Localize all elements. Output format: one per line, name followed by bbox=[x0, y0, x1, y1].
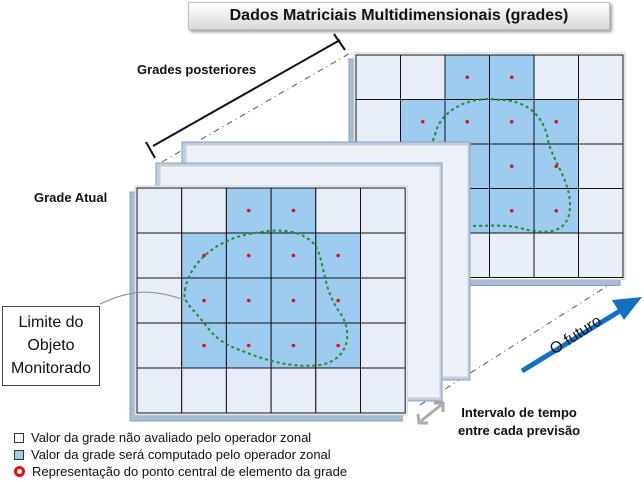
legend: Valor da grade não avaliado pelo operado… bbox=[14, 429, 347, 480]
grid-center-dot bbox=[202, 298, 206, 303]
grid-center-dot bbox=[554, 208, 559, 213]
diagram-title-text: Dados Matriciais Multidimensionais (grad… bbox=[229, 7, 569, 24]
grid-center-dot bbox=[509, 208, 514, 213]
current-grid-label: Grade Atual bbox=[34, 190, 108, 205]
grid-center-dot bbox=[291, 298, 296, 303]
monitored-object-boundary bbox=[183, 229, 349, 367]
future-arrow-icon bbox=[520, 297, 642, 374]
grid-center-dot bbox=[202, 343, 206, 348]
posterior-bracket bbox=[145, 33, 346, 159]
grid-center-dot bbox=[291, 208, 296, 213]
grid-cell-computed bbox=[225, 322, 272, 369]
grid-cell-empty bbox=[181, 187, 227, 234]
grid-cell-empty bbox=[578, 188, 624, 234]
interval-label-line-1: Intervalo de tempo bbox=[461, 405, 577, 420]
grid-cell-empty bbox=[360, 277, 406, 324]
grid-cell-empty bbox=[489, 232, 535, 278]
callout-line-1: Limite do bbox=[18, 314, 84, 331]
grid-cell-empty bbox=[578, 143, 624, 189]
grid-center-dot bbox=[420, 119, 425, 124]
grid-cell-empty bbox=[533, 54, 579, 100]
grid-cell-empty bbox=[578, 54, 624, 100]
grid-cell-empty bbox=[315, 187, 361, 234]
grid-cell-empty bbox=[136, 232, 183, 279]
grid-cell-empty bbox=[355, 54, 401, 100]
grid-cell-empty bbox=[136, 367, 183, 414]
empty-cell-swatch-icon bbox=[14, 432, 24, 443]
grid-center-dot bbox=[336, 253, 340, 258]
grid-cell-empty bbox=[270, 367, 317, 414]
monitored-object-callout: Limite do Objeto Monitorado bbox=[2, 306, 100, 386]
legend-item-text: Representação do ponto central de elemen… bbox=[32, 464, 348, 479]
grid-center-dot bbox=[509, 164, 514, 169]
grid-center-dot bbox=[291, 343, 296, 348]
grid-cell-empty bbox=[360, 322, 406, 369]
grid-cell-empty bbox=[400, 54, 446, 100]
grid-center-dot bbox=[246, 253, 251, 258]
grid-cell-empty bbox=[315, 367, 361, 414]
interval-label: Intervalo de tempo entre cada previsão bbox=[458, 404, 580, 440]
callout-line-3: Monitorado bbox=[10, 360, 92, 377]
legend-item: Valor da grade será computado pelo opera… bbox=[14, 446, 347, 463]
grid-center-dot bbox=[509, 119, 514, 124]
grid-cell-empty bbox=[533, 232, 579, 278]
grid-cell-empty bbox=[360, 367, 406, 414]
callout-leader-line bbox=[99, 291, 186, 305]
grid-cell-empty bbox=[355, 99, 401, 145]
grid-center-dot bbox=[291, 253, 296, 258]
interval-label-line-2: entre cada previsão bbox=[458, 423, 581, 438]
grid-center-dot bbox=[554, 119, 559, 124]
grid-center-dot bbox=[246, 298, 251, 303]
diagram-title: Dados Matriciais Multidimensionais (grad… bbox=[188, 2, 610, 30]
grid-cell-empty bbox=[578, 232, 624, 278]
grid-center-dot bbox=[509, 75, 514, 80]
legend-item-text: Valor da grade não avaliado pelo operado… bbox=[31, 430, 312, 445]
callout-line-2: Objeto bbox=[27, 337, 75, 354]
perspective-lines bbox=[161, 51, 621, 406]
grid-cell-empty bbox=[225, 367, 272, 414]
grid-cell-empty bbox=[136, 187, 183, 234]
interval-arrow-icon bbox=[416, 401, 445, 425]
grid-cell-empty bbox=[181, 367, 227, 414]
blue-cell-swatch-icon bbox=[14, 449, 24, 460]
grid-center-dot bbox=[465, 75, 470, 80]
grid-center-dot bbox=[246, 208, 251, 213]
grid-cell-empty bbox=[360, 187, 406, 234]
posterior-grids-label: Grades posteriores bbox=[137, 62, 257, 77]
legend-item: Representação do ponto central de elemen… bbox=[14, 463, 347, 480]
grid-cell-empty bbox=[360, 232, 406, 279]
red-dot-swatch-icon bbox=[14, 466, 25, 477]
grid-center-dot bbox=[336, 298, 340, 303]
legend-item: Valor da grade não avaliado pelo operado… bbox=[14, 429, 347, 446]
current-grid bbox=[129, 185, 408, 422]
grid-center-dot bbox=[465, 119, 470, 124]
grid-cell-empty bbox=[578, 99, 624, 145]
grid-cell-empty bbox=[136, 277, 183, 324]
legend-item-text: Valor da grade será computado pelo opera… bbox=[31, 447, 331, 462]
grid-center-dot bbox=[336, 343, 340, 348]
grid-center-dot bbox=[246, 343, 251, 348]
grid-cell-empty bbox=[136, 322, 183, 369]
